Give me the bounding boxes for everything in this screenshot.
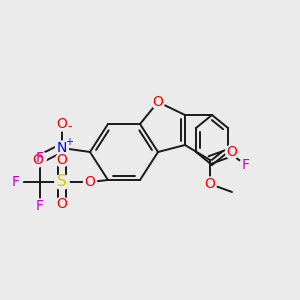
Text: O: O xyxy=(205,177,215,191)
Ellipse shape xyxy=(203,177,217,191)
Ellipse shape xyxy=(56,153,68,167)
Ellipse shape xyxy=(239,158,253,172)
Text: O: O xyxy=(33,153,44,167)
Ellipse shape xyxy=(83,175,97,189)
Text: O: O xyxy=(57,117,68,131)
Ellipse shape xyxy=(56,141,68,155)
Ellipse shape xyxy=(152,95,164,109)
Text: O: O xyxy=(226,145,237,159)
Text: N: N xyxy=(57,141,67,155)
Text: F: F xyxy=(36,199,44,213)
Ellipse shape xyxy=(34,199,46,213)
Text: S: S xyxy=(57,175,67,190)
Text: -: - xyxy=(68,121,72,134)
Ellipse shape xyxy=(56,197,68,211)
Ellipse shape xyxy=(55,174,69,190)
Ellipse shape xyxy=(32,153,44,167)
Ellipse shape xyxy=(10,175,22,189)
Text: O: O xyxy=(57,153,68,167)
Text: O: O xyxy=(57,197,68,211)
Text: O: O xyxy=(153,95,164,109)
Text: F: F xyxy=(36,151,44,165)
Text: F: F xyxy=(12,175,20,189)
Ellipse shape xyxy=(56,117,68,131)
Text: +: + xyxy=(65,137,73,147)
Text: O: O xyxy=(85,175,95,189)
Ellipse shape xyxy=(226,145,238,159)
Text: F: F xyxy=(242,158,250,172)
Ellipse shape xyxy=(34,151,46,165)
